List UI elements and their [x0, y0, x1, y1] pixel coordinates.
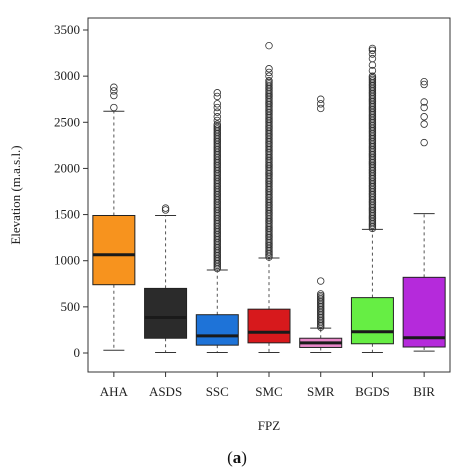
outlier-point [368, 54, 377, 63]
y-tick-label: 3000 [54, 68, 80, 83]
box-smr [299, 95, 343, 354]
outlier-point [368, 46, 377, 55]
outlier-point [265, 68, 273, 77]
outlier-point [265, 72, 273, 80]
iqr-box [247, 308, 291, 344]
x-tick-label: SSC [206, 384, 229, 399]
outlier-point [213, 100, 221, 108]
y-tick-label: 3500 [54, 22, 80, 37]
outlier-point [213, 89, 221, 97]
y-axis-title: Elevation (m.a.s.l.) [8, 145, 23, 244]
outlier-point [317, 277, 325, 285]
outlier-point [265, 41, 273, 50]
outlier-point [161, 206, 170, 214]
y-tick-label: 1500 [54, 207, 80, 222]
outlier-point [368, 66, 377, 75]
outlier-point [317, 290, 325, 298]
outlier-point [213, 116, 221, 125]
outlier-point [317, 100, 325, 108]
box-smc [247, 41, 291, 354]
x-axis-title: FPZ [258, 418, 280, 433]
y-tick-label: 2000 [54, 160, 80, 175]
box-ssc [195, 89, 239, 354]
y-tick-label: 0 [74, 345, 81, 360]
x-tick-label: ASDS [149, 384, 182, 399]
x-tick-label: BIR [413, 384, 435, 399]
outlier-point [110, 91, 118, 100]
outlier-point [317, 95, 325, 103]
outlier-point [420, 120, 428, 128]
box-bir [402, 77, 446, 352]
outlier-point [420, 103, 428, 112]
outlier-point [213, 108, 221, 116]
box-asds [144, 204, 188, 354]
y-tick-label: 500 [61, 299, 81, 314]
outlier-point [110, 83, 118, 91]
outlier-point [213, 103, 221, 112]
outlier-point [213, 113, 221, 121]
caption-open: ( [227, 448, 233, 467]
iqr-box [402, 276, 446, 348]
outlier-point [213, 92, 221, 101]
outlier-point [368, 44, 377, 53]
outlier-point [420, 80, 428, 89]
y-axis: 0 500 1000 1500 2000 2500 3000 3500 [54, 22, 88, 360]
outlier-point [110, 87, 118, 95]
outlier-point [161, 204, 170, 212]
outlier-point [110, 103, 118, 112]
outlier-point [420, 77, 428, 86]
x-tick-label: BGDS [355, 384, 390, 399]
iqr-box [92, 214, 136, 286]
outlier-point [368, 72, 377, 80]
outlier-point [317, 104, 325, 113]
x-tick-label: SMR [307, 384, 335, 399]
iqr-box [144, 287, 188, 339]
outlier-point [420, 113, 428, 121]
x-tick-label: AHA [100, 384, 129, 399]
caption-label: a [232, 448, 242, 467]
outlier-point [265, 77, 273, 85]
box-aha [92, 83, 136, 351]
outlier-point [368, 50, 377, 58]
box-bgds [350, 44, 394, 354]
boxes [92, 41, 446, 354]
iqr-box [350, 297, 394, 345]
x-axis: AHA ASDS SSC SMC SMR BGDS BIR [100, 372, 435, 399]
outlier-point [420, 138, 428, 147]
outlier-point [420, 98, 428, 106]
outlier-point [265, 65, 273, 73]
x-tick-label: SMC [255, 384, 282, 399]
figure-caption: (a) [0, 448, 474, 468]
caption-close: ) [241, 448, 247, 467]
y-tick-label: 1000 [54, 253, 80, 268]
iqr-box [195, 314, 239, 346]
outlier-point [213, 120, 221, 128]
boxplot-chart: 0 500 1000 1500 2000 2500 3000 3500 AHA ASDS SSC S… [8, 17, 451, 433]
y-tick-label: 2500 [54, 114, 80, 129]
